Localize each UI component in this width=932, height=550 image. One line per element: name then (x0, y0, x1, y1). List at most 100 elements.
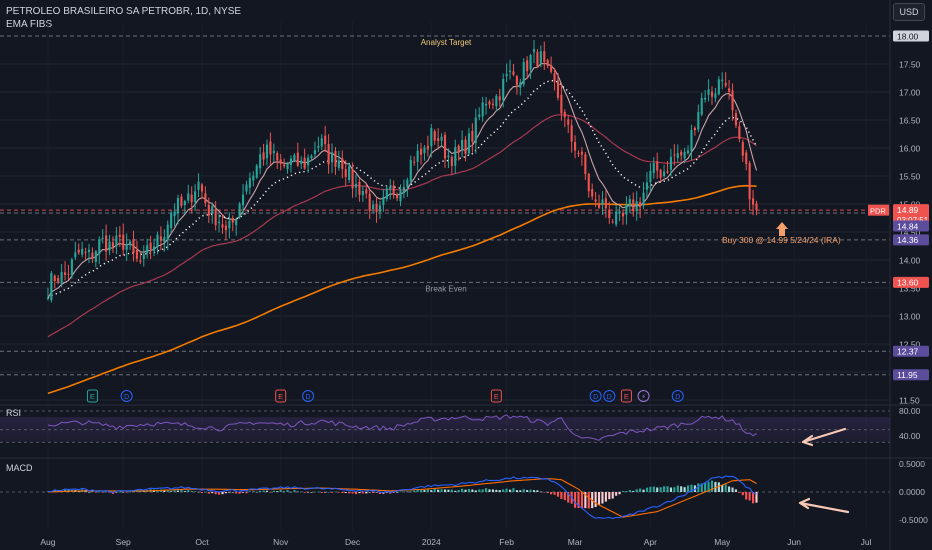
candle (543, 41, 546, 71)
candle-body (550, 65, 553, 72)
level-tag: 14.36 (897, 235, 919, 245)
macd-hist-bar (296, 491, 299, 493)
macd-hist-bar (91, 491, 94, 492)
candle-body (67, 273, 70, 275)
macd-hist-bar (108, 492, 111, 493)
candle (659, 168, 662, 182)
macd-hist-bar (207, 492, 210, 494)
candle (170, 210, 173, 234)
macd-hist-bar (132, 491, 135, 493)
candle (426, 135, 429, 157)
candle-body (176, 198, 180, 214)
candle-body (519, 82, 522, 88)
y-tick-label: 13.50 (899, 284, 921, 294)
candle (163, 229, 166, 252)
macd-hist-bar (717, 482, 720, 492)
rsi-tick-label: 80.00 (899, 406, 921, 416)
macd-hist-bar (221, 492, 224, 495)
candle (645, 172, 649, 198)
candle-body (392, 185, 395, 195)
candle (707, 79, 710, 102)
macd-hist-bar (262, 490, 265, 492)
y-tick-label: 17.50 (899, 60, 921, 70)
macd-hist-bar (289, 491, 293, 493)
candle-body (375, 203, 378, 213)
event-label: E (278, 392, 283, 401)
y-tick-label: 17.00 (899, 88, 921, 98)
currency-button[interactable]: USD (893, 3, 925, 21)
event-dividend[interactable]: D (120, 390, 133, 402)
candle-body (313, 150, 316, 154)
event-dividend[interactable]: D (671, 390, 684, 402)
candle (269, 132, 272, 166)
candle-body (676, 153, 679, 159)
candle (522, 58, 525, 87)
macd-hist-bar (163, 489, 166, 492)
candle (272, 143, 275, 163)
indicator-label: EMA FIBS (6, 19, 53, 30)
candle (505, 63, 508, 83)
candle-body (241, 194, 245, 206)
macd-hist-bar (611, 492, 614, 499)
macd-hist-bar (680, 486, 683, 492)
event-dividend[interactable]: D (603, 390, 616, 402)
split-icon (637, 390, 650, 402)
candle (690, 124, 693, 161)
earnings-icon (86, 389, 98, 403)
candle (84, 247, 87, 261)
candle (98, 236, 101, 265)
macd-hist-bar (122, 491, 125, 493)
candle (50, 270, 53, 303)
candle-body (84, 251, 87, 253)
event-dividend[interactable]: D (589, 390, 602, 402)
candle (204, 186, 207, 207)
macd-hist-bar (635, 489, 638, 492)
candle (111, 236, 115, 253)
macd-hist-bar (63, 489, 67, 492)
candle (105, 224, 108, 261)
macd-hist-bar (642, 489, 645, 492)
candle-body (673, 154, 676, 156)
candle-body (248, 178, 251, 188)
event-earnings-past[interactable]: E (86, 389, 98, 403)
level-tag-bg (893, 220, 929, 232)
macd-hist-bar (710, 480, 714, 492)
event-split[interactable]: ⚡ (637, 390, 650, 402)
event-earnings-past[interactable]: E (490, 389, 502, 403)
event-earnings-past[interactable]: E (275, 389, 287, 403)
candle (382, 189, 385, 212)
y-tick-label: 16.50 (899, 116, 921, 126)
candle-body (508, 70, 512, 72)
candle (176, 194, 180, 225)
macd-hist-bar (491, 489, 494, 492)
candle (207, 197, 210, 223)
candle-body (163, 237, 166, 242)
candle (238, 201, 241, 219)
candle (683, 147, 686, 164)
macd-hist-bar (443, 489, 447, 492)
macd-hist-bar (218, 492, 221, 495)
macd-hist-bar (245, 492, 248, 494)
candle-body (478, 114, 481, 118)
candle-body (734, 113, 738, 126)
level-tag: 11.95 (897, 370, 918, 380)
candle-body (522, 62, 525, 85)
candle-body (450, 156, 453, 166)
candle-body (231, 218, 234, 223)
macd-hist-bar (129, 491, 132, 493)
candle (368, 190, 371, 220)
candle-body (577, 153, 580, 155)
macd-hist-bar (649, 486, 652, 492)
candle-body (649, 170, 652, 183)
macd-hist-bar (505, 488, 508, 492)
macd-hist-bar (485, 488, 488, 492)
event-dividend[interactable]: D (302, 390, 315, 402)
candle-body (467, 133, 471, 154)
macd-hist-bar (474, 490, 477, 492)
candle (532, 40, 536, 64)
dividend-icon (671, 390, 684, 402)
macd-hist-bar (704, 482, 707, 492)
macd-hist-bar (621, 491, 625, 492)
event-earnings-upcoming[interactable]: E (620, 389, 632, 403)
